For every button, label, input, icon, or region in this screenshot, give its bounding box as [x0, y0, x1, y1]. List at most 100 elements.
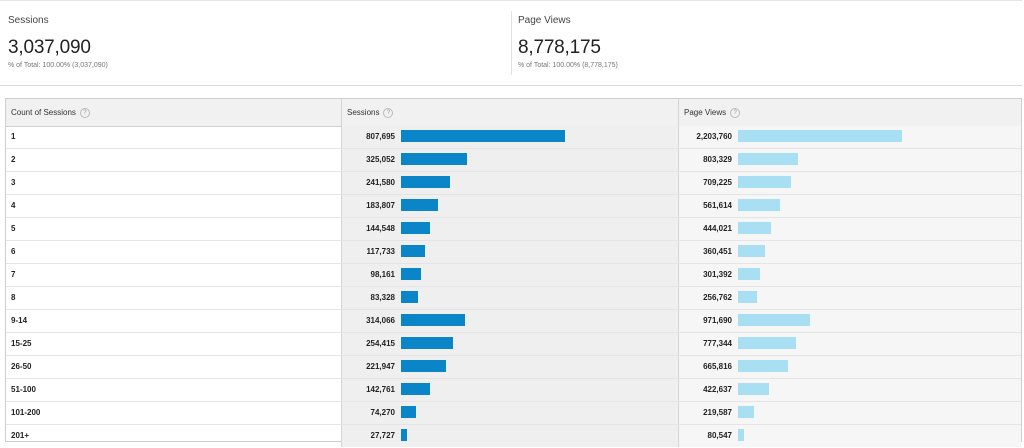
- sessions-metric-label: Sessions: [8, 15, 49, 26]
- table-row[interactable]: 51-100 142,761 422,637: [6, 379, 1021, 402]
- sessions-value: 117,733: [366, 247, 395, 256]
- pageviews-cell: 709,225: [678, 172, 1021, 194]
- sessions-bar: [401, 406, 416, 418]
- sessions-value: 144,548: [366, 224, 395, 233]
- count-of-sessions-value: 3: [11, 178, 16, 187]
- sessions-bar: [401, 429, 407, 441]
- table-row[interactable]: 15-25 254,415 777,344: [6, 333, 1021, 356]
- sessions-value: 98,161: [370, 270, 395, 279]
- sessions-value: 83,328: [370, 293, 395, 302]
- pageviews-cell: 2,203,760: [678, 126, 1021, 148]
- pageviews-value: 219,587: [703, 408, 732, 417]
- count-of-sessions-cell: 1: [6, 126, 341, 148]
- sessions-bar: [401, 153, 467, 165]
- pageviews-cell: 665,816: [678, 356, 1021, 378]
- pageviews-bar: [738, 429, 744, 441]
- table-row[interactable]: 2 325,052 803,329: [6, 149, 1021, 172]
- pageviews-bar: [738, 314, 810, 326]
- sessions-metric[interactable]: Sessions 3,037,090 % of Total: 100.00% (…: [8, 1, 508, 85]
- table-row[interactable]: 7 98,161 301,392: [6, 264, 1021, 287]
- pageviews-cell: 422,637: [678, 379, 1021, 401]
- count-of-sessions-cell: 8: [6, 287, 341, 309]
- pageviews-cell: 219,587: [678, 402, 1021, 424]
- table-row[interactable]: 9-14 314,066 971,690: [6, 310, 1021, 333]
- count-of-sessions-cell: 51-100: [6, 379, 341, 401]
- sessions-bar: [401, 383, 430, 395]
- sessions-bar: [401, 245, 425, 257]
- count-of-sessions-cell: 201+: [6, 425, 341, 447]
- count-of-sessions-cell: 101-200: [6, 402, 341, 424]
- count-of-sessions-cell: 9-14: [6, 310, 341, 332]
- sessions-cell: 807,695: [341, 126, 678, 148]
- help-icon[interactable]: ?: [730, 107, 741, 118]
- pageviews-metric-total: % of Total: 100.00% (8,778,175): [518, 62, 618, 69]
- sessions-cell: 221,947: [341, 356, 678, 378]
- sessions-bar: [401, 222, 430, 234]
- pageviews-bar: [738, 153, 798, 165]
- count-of-sessions-cell: 5: [6, 218, 341, 240]
- sessions-bar: [401, 176, 450, 188]
- pageviews-bar: [738, 130, 902, 142]
- pageviews-cell: 803,329: [678, 149, 1021, 171]
- sessions-cell: 98,161: [341, 264, 678, 286]
- table-row[interactable]: 201+ 27,727 80,547: [6, 425, 1021, 448]
- pageviews-metric-label: Page Views: [518, 15, 571, 26]
- sessions-value: 221,947: [366, 362, 395, 371]
- pageviews-value: 444,021: [703, 224, 732, 233]
- sessions-metric-total: % of Total: 100.00% (3,037,090): [8, 62, 108, 69]
- sessions-cell: 117,733: [341, 241, 678, 263]
- sessions-value: 27,727: [370, 431, 395, 440]
- pageviews-bar: [738, 176, 791, 188]
- sessions-bar: [401, 130, 565, 142]
- sessions-value: 807,695: [366, 132, 395, 141]
- sessions-bar: [401, 199, 438, 211]
- count-of-sessions-value: 101-200: [11, 408, 41, 417]
- pageviews-bar: [738, 268, 760, 280]
- sessions-bar: [401, 314, 465, 326]
- pageviews-value: 561,614: [703, 201, 732, 210]
- help-icon[interactable]: ?: [79, 107, 90, 118]
- pageviews-cell: 301,392: [678, 264, 1021, 286]
- sessions-bar: [401, 291, 418, 303]
- pageviews-bar: [738, 222, 771, 234]
- pageviews-value: 422,637: [703, 385, 732, 394]
- sessions-cell: 325,052: [341, 149, 678, 171]
- pageviews-value: 2,203,760: [696, 132, 732, 141]
- pageviews-bar: [738, 337, 796, 349]
- table-row[interactable]: 1 807,695 2,203,760: [6, 126, 1021, 149]
- sessions-bar: [401, 268, 421, 280]
- header-sessions[interactable]: Sessions?: [341, 99, 678, 126]
- summary-panel: Sessions 3,037,090 % of Total: 100.00% (…: [0, 0, 1022, 86]
- pageviews-cell: 80,547: [678, 425, 1021, 447]
- pageviews-cell: 360,451: [678, 241, 1021, 263]
- table-row[interactable]: 101-200 74,270 219,587: [6, 402, 1021, 425]
- sessions-cell: 74,270: [341, 402, 678, 424]
- sessions-value: 74,270: [370, 408, 395, 417]
- sessions-cell: 83,328: [341, 287, 678, 309]
- table-row[interactable]: 6 117,733 360,451: [6, 241, 1021, 264]
- header-count-of-sessions[interactable]: Count of Sessions?: [6, 99, 341, 126]
- pageviews-cell: 561,614: [678, 195, 1021, 217]
- help-icon[interactable]: ?: [383, 107, 394, 118]
- table-row[interactable]: 4 183,807 561,614: [6, 195, 1021, 218]
- count-of-sessions-value: 15-25: [11, 339, 32, 348]
- table-row[interactable]: 5 144,548 444,021: [6, 218, 1021, 241]
- count-of-sessions-cell: 7: [6, 264, 341, 286]
- count-of-sessions-value: 9-14: [11, 316, 28, 325]
- table-row[interactable]: 3 241,580 709,225: [6, 172, 1021, 195]
- count-of-sessions-value: 8: [11, 293, 16, 302]
- sessions-cell: 144,548: [341, 218, 678, 240]
- count-of-sessions-value: 51-100: [11, 385, 36, 394]
- table-body: 1 807,695 2,203,760 2 325,052 803,329 3 241,580…: [6, 126, 1021, 448]
- pageviews-metric[interactable]: Page Views 8,778,175 % of Total: 100.00%…: [511, 11, 1012, 75]
- table-row[interactable]: 26-50 221,947 665,816: [6, 356, 1021, 379]
- table-row[interactable]: 8 83,328 256,762: [6, 287, 1021, 310]
- pageviews-bar: [738, 383, 769, 395]
- header-label: Sessions: [347, 108, 380, 117]
- sessions-cell: 142,761: [341, 379, 678, 401]
- header-page-views[interactable]: Page Views?: [678, 99, 1021, 126]
- sessions-bar: [401, 360, 446, 372]
- count-of-sessions-value: 5: [11, 224, 16, 233]
- count-of-sessions-value: 201+: [11, 431, 30, 440]
- sessions-cell: 241,580: [341, 172, 678, 194]
